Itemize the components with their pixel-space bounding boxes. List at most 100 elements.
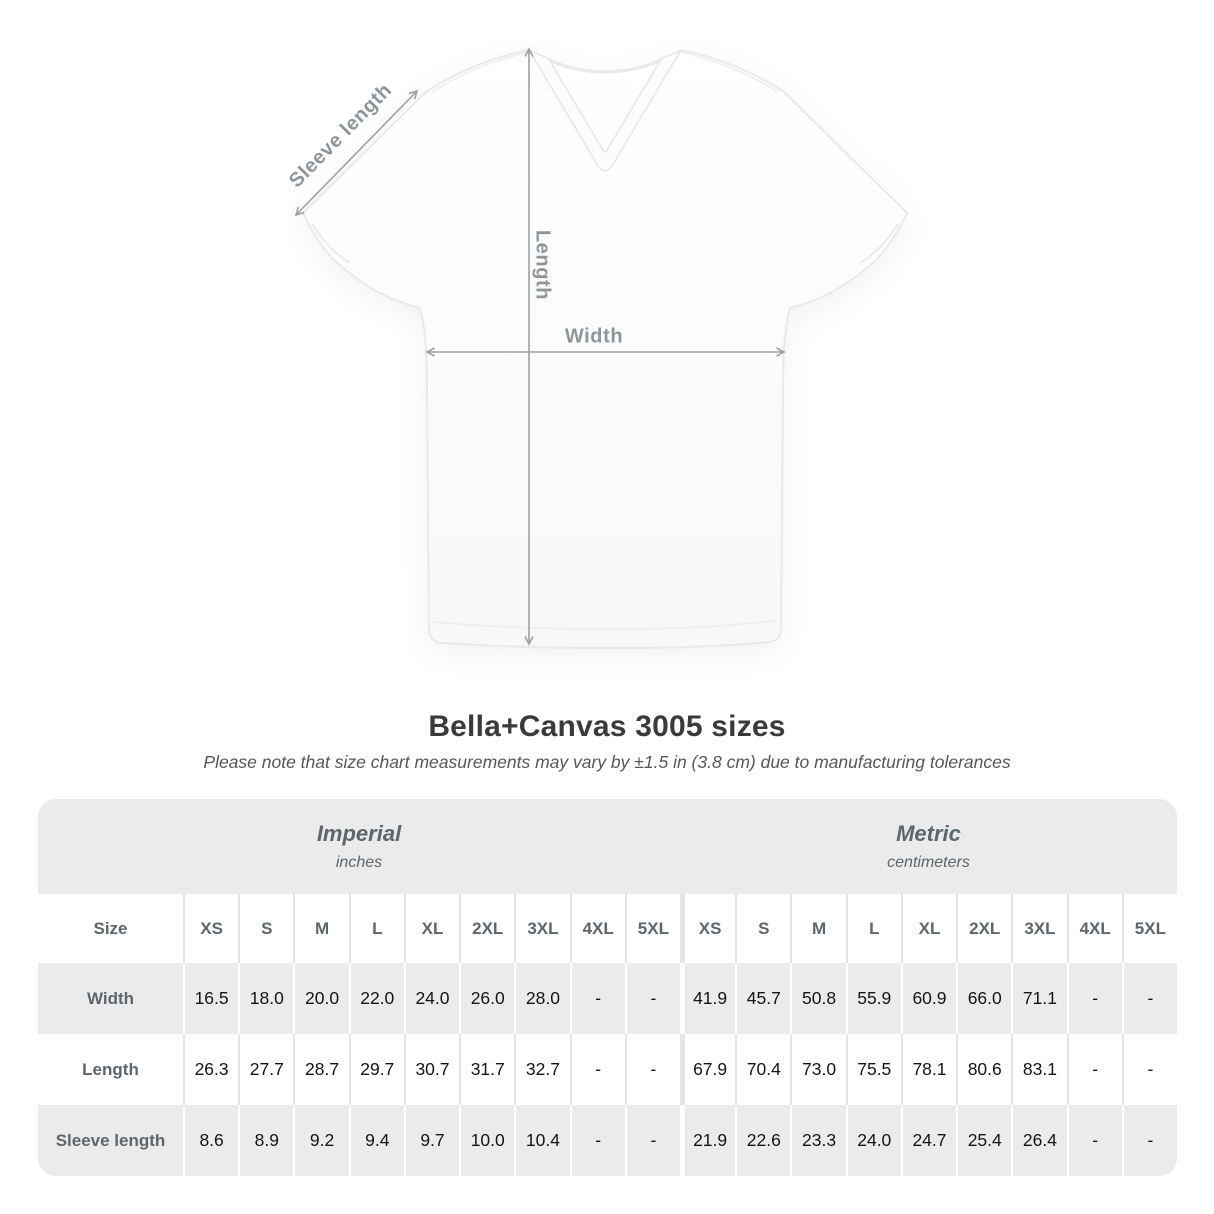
size-header-cell: S (735, 894, 790, 963)
value-cell: 26.0 (459, 963, 514, 1034)
size-header-cell: 5XL (624, 894, 680, 963)
value-cell: 30.7 (403, 1034, 459, 1105)
size-header-cell: M (790, 894, 845, 963)
size-header-cell: 4XL (1066, 894, 1122, 963)
value-cell: 67.9 (679, 1034, 735, 1105)
metric-label: Metric (896, 821, 961, 846)
tshirt-diagram-svg (294, 47, 908, 650)
value-cell: 16.5 (183, 963, 238, 1034)
value-cell: 28.7 (293, 1034, 348, 1105)
unit-header-band: Imperial inches Metric centimeters (38, 799, 1177, 894)
value-cell: 24.0 (845, 1105, 901, 1176)
value-cell: 22.6 (735, 1105, 790, 1176)
size-header-cell: S (238, 894, 293, 963)
value-cell: 21.9 (679, 1105, 735, 1176)
row-label-length: Length (82, 1059, 139, 1079)
value-cell: 25.4 (956, 1105, 1011, 1176)
value-cell: - (1066, 1034, 1122, 1105)
size-header-cell: 4XL (569, 894, 625, 963)
right-shoulder-seam (680, 51, 779, 93)
value-cell: 71.1 (1011, 963, 1066, 1034)
width-label: Width (564, 325, 624, 348)
value-cell: 31.7 (459, 1034, 514, 1105)
value-cell: - (624, 1034, 680, 1105)
sleeve-length-row: Sleeve length 8.6 8.9 9.2 9.4 9.7 10.0 1… (38, 1105, 1177, 1176)
value-cell: 55.9 (845, 963, 901, 1034)
value-cell: 24.0 (403, 963, 459, 1034)
value-cell: - (1121, 963, 1177, 1034)
row-label-sleeve-length: Sleeve length (55, 1130, 166, 1150)
size-header-cell: XS (679, 894, 735, 963)
tolerance-note: Please note that size chart measurements… (203, 752, 1011, 772)
collar-back-seam (547, 57, 663, 72)
size-header-cell: XS (183, 894, 238, 963)
size-header-cell: 5XL (1121, 894, 1177, 963)
imperial-unit-header: Imperial inches (38, 799, 680, 894)
value-cell: 10.4 (514, 1105, 569, 1176)
bottom-hem-seam (431, 619, 779, 631)
size-header-cell: 2XL (459, 894, 514, 963)
value-cell: - (624, 963, 680, 1034)
value-cell: 75.5 (845, 1034, 901, 1105)
page-title: Bella+Canvas 3005 sizes (428, 710, 786, 743)
value-cell: - (624, 1105, 680, 1176)
value-cell: 18.0 (238, 963, 293, 1034)
value-cell: 60.9 (900, 963, 956, 1034)
value-cell: 8.9 (238, 1105, 293, 1176)
size-header-cell: 3XL (1011, 894, 1066, 963)
value-cell: 27.7 (238, 1034, 293, 1105)
size-header-cell: XL (403, 894, 459, 963)
metric-unit-header: Metric centimeters (680, 799, 1177, 894)
value-cell: 23.3 (790, 1105, 845, 1176)
size-chart-table: Imperial inches Metric centimeters Size … (38, 799, 1177, 1176)
length-label: Length (531, 229, 554, 301)
size-header-cell: M (293, 894, 348, 963)
value-cell: - (569, 1034, 625, 1105)
imperial-label: Imperial (316, 821, 402, 846)
size-header-row: Size XS S M L XL 2XL 3XL 4XL 5XL XS S M … (38, 894, 1177, 963)
size-header-cell: 3XL (514, 894, 569, 963)
value-cell: 29.7 (348, 1034, 404, 1105)
value-cell: 70.4 (735, 1034, 790, 1105)
value-cell: 80.6 (956, 1034, 1011, 1105)
value-cell: 28.0 (514, 963, 569, 1034)
value-cell: 78.1 (900, 1034, 956, 1105)
value-cell: 24.7 (900, 1105, 956, 1176)
value-cell: 9.7 (403, 1105, 459, 1176)
value-cell: - (1066, 963, 1122, 1034)
value-cell: 50.8 (790, 963, 845, 1034)
value-cell: 9.4 (348, 1105, 404, 1176)
tshirt-outline (302, 49, 908, 650)
value-cell: - (569, 1105, 625, 1176)
size-header-cell: L (348, 894, 404, 963)
row-label-width: Width (86, 988, 135, 1008)
width-row: Width 16.5 18.0 20.0 22.0 24.0 26.0 28.0… (38, 963, 1177, 1034)
value-cell: 45.7 (735, 963, 790, 1034)
right-sleeve-hem-seam (859, 223, 899, 264)
size-column-header: Size (93, 918, 128, 938)
value-cell: 10.0 (459, 1105, 514, 1176)
value-cell: 66.0 (956, 963, 1011, 1034)
value-cell: - (1066, 1105, 1122, 1176)
value-cell: 9.2 (293, 1105, 348, 1176)
value-cell: 20.0 (293, 963, 348, 1034)
size-header-cell: 2XL (956, 894, 1011, 963)
sleeve-length-arrow (294, 89, 419, 217)
value-cell: 83.1 (1011, 1034, 1066, 1105)
tshirt-measurement-diagram: Sleeve length Length Width (285, 47, 908, 650)
left-shoulder-seam (431, 51, 530, 93)
value-cell: 26.4 (1011, 1105, 1066, 1176)
value-cell: - (1121, 1034, 1177, 1105)
metric-sublabel: centimeters (887, 854, 970, 871)
tshirt-illustration (302, 49, 908, 650)
size-header-cell: L (845, 894, 901, 963)
value-cell: 73.0 (790, 1034, 845, 1105)
length-row: Length 26.3 27.7 28.7 29.7 30.7 31.7 32.… (38, 1034, 1177, 1105)
value-cell: - (569, 963, 625, 1034)
value-cell: 22.0 (348, 963, 404, 1034)
imperial-sublabel: inches (335, 854, 383, 871)
value-cell: 41.9 (679, 963, 735, 1034)
size-header-cell: XL (900, 894, 956, 963)
value-cell: 32.7 (514, 1034, 569, 1105)
